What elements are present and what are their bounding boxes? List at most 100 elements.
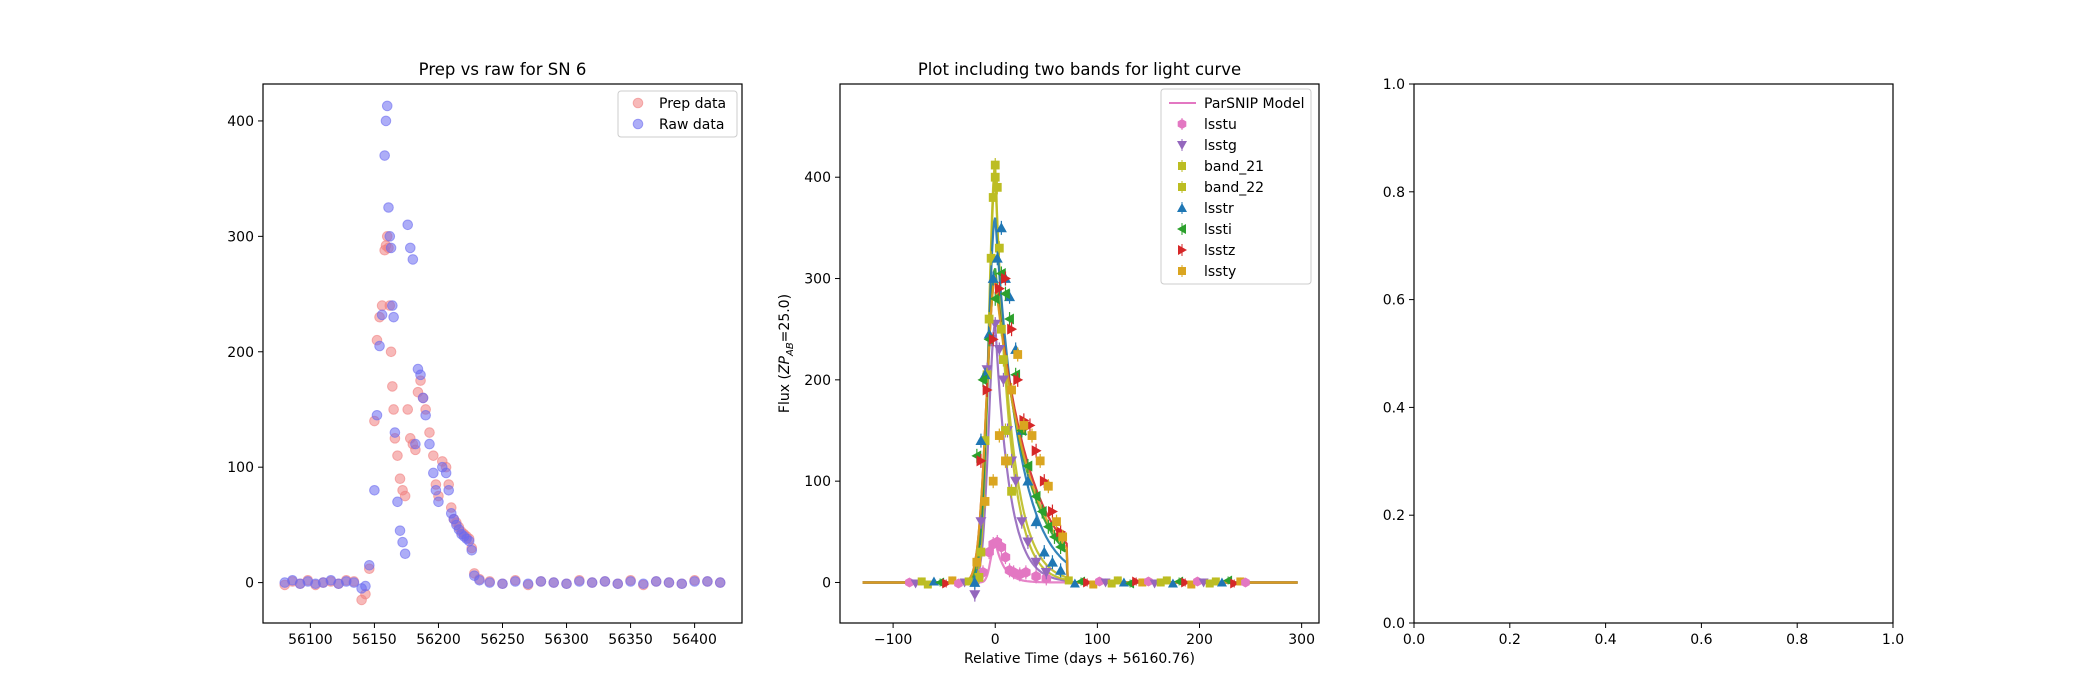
data-point-raw-data — [510, 576, 521, 587]
panel-prep-vs-raw: 56100 56150 56200 56250 56300 56350 56400 0 100 2… — [227, 60, 743, 648]
axes-frame — [839, 83, 1320, 624]
data-point-raw-data — [714, 577, 726, 588]
data-point-lsstr — [987, 273, 999, 283]
model-curve-lsstz — [862, 274, 1298, 584]
data-point-lsstz — [1048, 506, 1058, 518]
baseline-point-band_22 — [1113, 576, 1122, 585]
x-tick-label: 0.8 — [1786, 632, 1808, 648]
data-point-raw-data — [443, 484, 455, 496]
data-point-band_22 — [999, 355, 1008, 364]
x-tick-label: 56400 — [672, 632, 717, 648]
data-point-lsstr — [1030, 516, 1042, 527]
data-point-lssti — [1030, 490, 1041, 502]
model-curve-lssty — [862, 274, 1298, 584]
legend-marker-lsstg — [1177, 141, 1187, 150]
x-tick-label: 0.6 — [1690, 632, 1712, 648]
baseline-point-lsstr — [1216, 577, 1227, 587]
baseline-point-band_22 — [1211, 577, 1220, 586]
data-point-band_21 — [1007, 486, 1016, 496]
baseline-point-lssti — [935, 577, 945, 588]
data-point-lsstu — [1000, 551, 1011, 563]
data-point-raw-data — [379, 150, 390, 161]
baseline-point-lsstz — [1230, 578, 1240, 589]
data-point-lssty — [1019, 421, 1029, 430]
data-point-raw-data — [433, 496, 444, 508]
data-point-band_21 — [990, 160, 1000, 170]
data-point-raw-data — [638, 578, 649, 590]
data-point-lsstz — [982, 384, 993, 396]
data-point-lssty — [1013, 350, 1023, 359]
data-point-raw-data — [650, 576, 662, 587]
data-point-lsstu — [984, 546, 994, 558]
data-point-lssty — [1035, 456, 1045, 466]
data-point-lsstz — [994, 283, 1005, 295]
data-point-lsstg — [1022, 537, 1034, 548]
data-point-raw-data — [410, 438, 421, 450]
data-point-lsstu — [1031, 570, 1041, 582]
data-point-band_22 — [994, 243, 1004, 253]
model-curve-lssti — [862, 268, 1298, 584]
data-point-lssty — [988, 476, 998, 486]
x-tick-label: −100 — [874, 632, 912, 648]
y-tick-label: 400 — [804, 170, 831, 186]
data-point-lsstz — [976, 455, 987, 467]
data-point-lsstz — [1001, 273, 1011, 285]
legend-label: ParSNIP Model — [1204, 96, 1305, 112]
x-tick-label: 0 — [991, 632, 1000, 648]
chart-title: Plot including two bands for light curve — [918, 60, 1241, 79]
x-tick-label: 300 — [1288, 632, 1315, 648]
legend-label: band_22 — [1204, 180, 1264, 196]
data-point-raw-data — [676, 578, 688, 590]
data-point-lssti — [1036, 506, 1047, 518]
data-point-raw-data — [388, 311, 399, 323]
data-point-lssti — [1042, 521, 1053, 533]
data-point-lsstr — [1055, 564, 1067, 575]
data-point-band_22 — [990, 172, 1000, 182]
data-point-raw-data — [394, 525, 406, 536]
data-point-raw-data — [389, 427, 401, 438]
legend-box — [617, 90, 738, 138]
data-point-raw-data — [474, 574, 485, 586]
data-point-lssty — [1007, 385, 1016, 395]
x-tick-label: 56350 — [608, 632, 653, 648]
baseline-point-lsstz — [942, 578, 952, 589]
x-tick-label: 56200 — [416, 632, 461, 648]
legend-marker-lsstu — [1177, 119, 1187, 129]
data-point-prep-data — [385, 346, 397, 358]
data-point-raw-data — [574, 576, 585, 587]
data-point-lssty — [972, 557, 982, 567]
data-point-raw-data — [466, 544, 478, 556]
panel-light-curve: −100 0 100 200 300 0 100 200 300 400 Plot includin… — [777, 60, 1320, 667]
y-tick-label: 0.4 — [1383, 400, 1405, 416]
data-point-lssti — [989, 293, 1000, 305]
data-point-raw-data — [561, 578, 572, 590]
y-tick-label: 300 — [804, 272, 831, 288]
legend-label: lsstg — [1204, 138, 1237, 154]
legend-marker-lsstr — [1177, 203, 1187, 212]
data-point-prep-data — [424, 427, 435, 438]
data-point-raw-data — [385, 242, 397, 254]
data-point-lsstz — [1031, 445, 1042, 457]
y-tick-label: 0 — [822, 575, 831, 591]
x-tick-label: 56150 — [352, 632, 397, 648]
data-point-band_21 — [984, 314, 994, 324]
data-point-raw-data — [383, 202, 394, 213]
data-point-lssty — [980, 497, 990, 506]
legend-label: lsstu — [1204, 117, 1237, 133]
chart-title: Prep vs raw for SN 6 — [419, 60, 587, 79]
baseline-point-band_21 — [1156, 578, 1165, 587]
data-point-prep-data — [387, 381, 398, 392]
data-point-raw-data — [497, 578, 508, 590]
data-point-raw-data — [364, 559, 375, 571]
x-tick-label: 1.0 — [1882, 632, 1904, 648]
baseline-point-lssti — [1223, 575, 1233, 586]
data-point-lsstg — [969, 590, 981, 601]
data-point-lsstr — [1022, 475, 1034, 486]
baseline-point-lssti — [1125, 578, 1135, 589]
legend-label: lsstz — [1204, 243, 1235, 259]
data-point-lssti — [1004, 313, 1014, 325]
x-tick-label: 100 — [1084, 632, 1111, 648]
data-point-raw-data — [702, 576, 713, 587]
legend-label: lsstr — [1204, 201, 1234, 217]
